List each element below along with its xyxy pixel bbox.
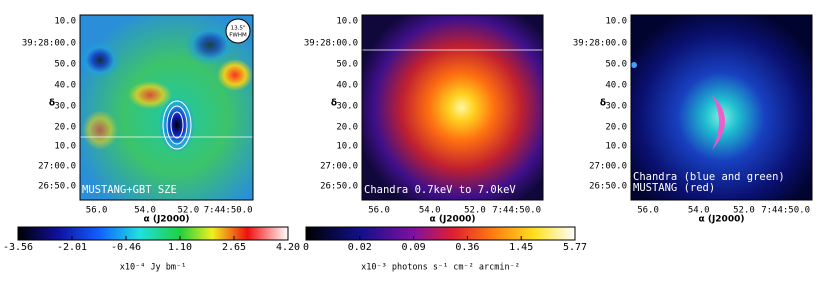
x-tick-label: 56.0 <box>368 206 390 216</box>
y-tick-label: 27:00.0 <box>589 162 627 172</box>
annotation: MUSTANG (red) <box>633 182 715 194</box>
y-tick-label: 20.0 <box>336 123 358 133</box>
annotation: Chandra 0.7keV to 7.0keV <box>364 184 516 196</box>
x-tick-label: 56.0 <box>637 206 659 216</box>
y-tick-label: 39:28:00.0 <box>22 39 76 49</box>
y-tick-label: 20.0 <box>54 123 76 133</box>
y-axis-label: δ <box>331 99 337 109</box>
y-tick-label: 10.0 <box>605 142 627 152</box>
colorbar-tick-label: -0.46 <box>111 242 141 253</box>
y-tick-label: 10.0 <box>336 17 358 27</box>
y-axis-label: δ <box>600 99 606 109</box>
y-tick-label: 50.0 <box>336 60 358 70</box>
x-tick-label: 52.0 <box>177 206 199 216</box>
xray-map <box>362 15 543 200</box>
y-tick-label: 27:00.0 <box>320 162 358 172</box>
beam-label: FWHM <box>229 33 247 39</box>
annotation: MUSTANG+GBT SZE <box>82 184 177 196</box>
y-tick-label: 40.0 <box>336 81 358 91</box>
y-tick-label: 39:28:00.0 <box>304 39 358 49</box>
colorbar-tick-label: 2.65 <box>222 242 246 253</box>
composite-map <box>631 15 812 200</box>
colorbar-tick-label: 0.09 <box>402 242 426 253</box>
colorbar <box>17 226 289 241</box>
y-tick-label: 10.0 <box>54 17 76 27</box>
x-axis-label: α (J2000) <box>699 215 745 225</box>
annotation: Chandra (blue and green) <box>633 171 785 183</box>
x-tick-label: 54.0 <box>419 206 441 216</box>
colorbar-tick-label: 0 <box>303 242 309 253</box>
y-tick-label: 10.0 <box>605 17 627 27</box>
colorbar-tick-label: 1.45 <box>509 242 533 253</box>
x-tick-label: 56.0 <box>86 206 108 216</box>
y-tick-label: 50.0 <box>605 60 627 70</box>
y-tick-label: 40.0 <box>54 81 76 91</box>
colorbar-tick-label: 0.36 <box>455 242 479 253</box>
y-axis-label: δ <box>49 99 55 109</box>
y-tick-label: 26:50.0 <box>38 182 76 192</box>
y-tick-label: 30.0 <box>54 102 76 112</box>
y-tick-label: 50.0 <box>54 60 76 70</box>
colorbar-tick-label: -3.56 <box>3 242 33 253</box>
y-tick-label: 26:50.0 <box>589 182 627 192</box>
x-tick-label: 7:44:50.0 <box>492 206 541 216</box>
colorbar-tick-label: 1.10 <box>168 242 192 253</box>
colorbar <box>305 226 576 241</box>
x-tick-label: 52.0 <box>464 206 486 216</box>
x-tick-label: 54.0 <box>688 206 710 216</box>
y-tick-label: 10.0 <box>54 142 76 152</box>
y-tick-label: 26:50.0 <box>320 182 358 192</box>
colorbar-unit: x10⁻⁴ Jy bm⁻¹ <box>120 263 187 273</box>
y-tick-label: 20.0 <box>605 123 627 133</box>
x-axis-label: α (J2000) <box>430 215 476 225</box>
y-tick-label: 30.0 <box>605 102 627 112</box>
x-tick-label: 7:44:50.0 <box>204 206 253 216</box>
x-tick-label: 52.0 <box>733 206 755 216</box>
x-tick-label: 54.0 <box>134 206 156 216</box>
colorbar-tick-label: 5.77 <box>563 242 587 253</box>
x-axis-label: α (J2000) <box>144 215 190 225</box>
y-tick-label: 39:28:00.0 <box>573 39 627 49</box>
colorbar-tick-label: -2.01 <box>57 242 87 253</box>
colorbar-tick-label: 0.02 <box>348 242 372 253</box>
y-tick-label: 27:00.0 <box>38 162 76 172</box>
y-tick-label: 40.0 <box>605 81 627 91</box>
y-tick-label: 10.0 <box>336 142 358 152</box>
sz-map <box>80 15 253 200</box>
x-tick-label: 7:44:50.0 <box>761 206 810 216</box>
colorbar-unit: x10⁻³ photons s⁻¹ cm⁻² arcmin⁻² <box>361 263 520 273</box>
colorbar-tick-label: 4.20 <box>276 242 300 253</box>
y-tick-label: 30.0 <box>336 102 358 112</box>
beam-label: 13.5" <box>231 26 246 32</box>
